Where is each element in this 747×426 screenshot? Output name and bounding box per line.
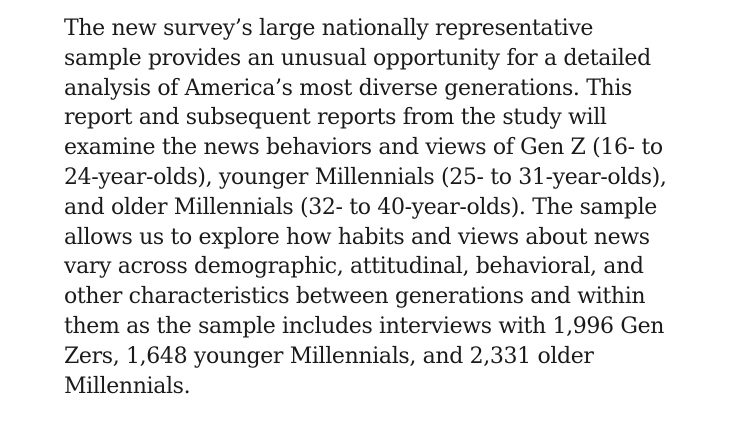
- paragraph: The new survey’s large nationally repres…: [64, 14, 734, 401]
- paragraph-line: other characteristics between generation…: [64, 284, 646, 310]
- paragraph-line: vary across demographic, attitudinal, be…: [64, 254, 644, 280]
- paragraph-line: and older Millennials (32- to 40-year-ol…: [64, 194, 657, 220]
- paragraph-line: sample provides an unusual opportunity f…: [64, 45, 651, 71]
- paragraph-line: allows us to explore how habits and view…: [64, 224, 650, 250]
- paragraph-line: examine the news behaviors and views of …: [64, 135, 663, 161]
- document-body: The new survey’s large nationally repres…: [64, 14, 734, 401]
- paragraph-line: The new survey’s large nationally repres…: [64, 16, 594, 41]
- paragraph-line: Zers, 1,648 younger Millennials, and 2,3…: [64, 343, 594, 369]
- paragraph-line: Millennials.: [64, 373, 191, 399]
- paragraph-line: them as the sample includes interviews w…: [64, 313, 665, 339]
- paragraph-line: analysis of America’s most diverse gener…: [64, 75, 632, 101]
- paragraph-line: report and subsequent reports from the s…: [64, 105, 607, 131]
- paragraph-line: 24-year-olds), younger Millennials (25- …: [64, 164, 667, 190]
